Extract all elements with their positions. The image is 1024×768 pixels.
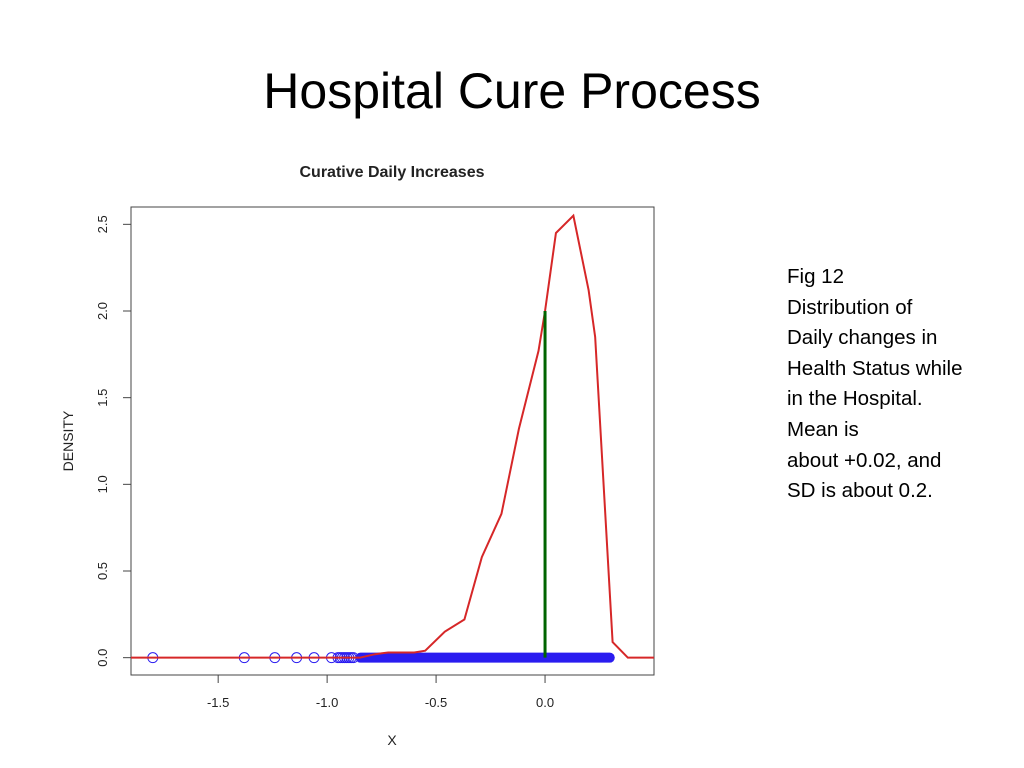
- caption-line: Daily changes in: [787, 326, 938, 350]
- y-tick-label: 1.0: [95, 475, 110, 493]
- x-axis-label: X: [387, 732, 397, 748]
- caption-line: in the Hospital.: [787, 387, 923, 411]
- chart-title: Curative Daily Increases: [300, 164, 485, 181]
- density-curve-line: [131, 213, 654, 659]
- x-tick-label: -1.0: [316, 695, 338, 710]
- x-tick-label: 0.0: [536, 695, 554, 710]
- dense-points-band: [355, 652, 615, 663]
- y-axis-label: DENSITY: [60, 410, 76, 471]
- plot-area: -1.5 -1.0 -0.5 0.0 0.0 0.5 1.0 1.5 2.0 2.5: [95, 206, 655, 710]
- slide-title: Hospital Cure Process: [263, 63, 761, 119]
- y-tick-label: 1.5: [95, 389, 110, 407]
- x-tick-label: -0.5: [425, 695, 447, 710]
- figure-caption: Fig 12 Distribution of Daily changes in Hea…: [787, 262, 1007, 507]
- y-tick-label: 2.0: [95, 302, 110, 320]
- caption-line: Health Status while: [787, 356, 963, 380]
- plot-frame: [130, 206, 655, 676]
- caption-line: Distribution of: [787, 295, 913, 319]
- y-tick-label: 2.5: [95, 215, 110, 233]
- x-tick-label: -1.5: [207, 695, 229, 710]
- caption-line: Mean is: [787, 417, 859, 441]
- caption-line: SD is about 0.2.: [787, 479, 933, 503]
- caption-line: Fig 12: [787, 265, 844, 288]
- caption-line: about +0.02, and: [787, 448, 942, 472]
- y-tick-label: 0.0: [95, 649, 110, 667]
- y-tick-label: 0.5: [95, 562, 110, 580]
